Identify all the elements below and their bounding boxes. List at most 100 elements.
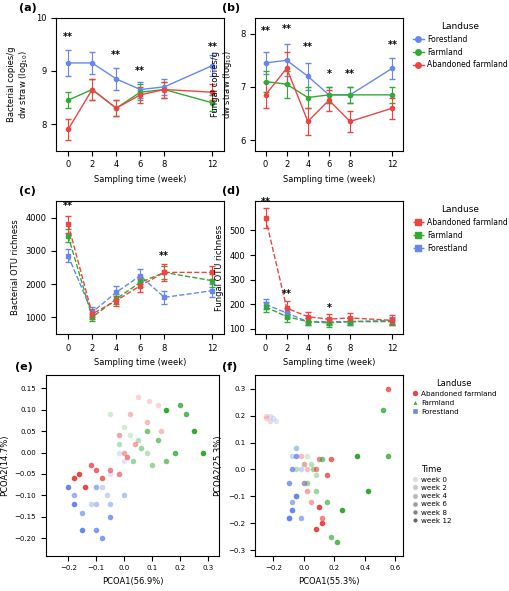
Point: [292, 492, 300, 501]
Point: [308, 465, 317, 474]
Point: [81, 482, 89, 492]
X-axis label: Sampling time (week): Sampling time (week): [94, 358, 186, 367]
Point: [128, 456, 136, 466]
Point: [287, 505, 295, 515]
Point: [318, 513, 326, 522]
Point: [287, 505, 295, 515]
Point: [322, 497, 330, 506]
Text: **: **: [63, 201, 73, 211]
Point: [299, 459, 307, 469]
Point: [337, 505, 345, 515]
X-axis label: Sampling time (week): Sampling time (week): [282, 358, 375, 367]
Text: **: **: [207, 43, 217, 53]
Text: *: *: [326, 303, 331, 313]
Point: [302, 465, 310, 474]
Point: [92, 525, 100, 534]
Point: [198, 448, 206, 457]
Point: [181, 409, 189, 418]
Legend: week 0, week 2, week 4, week 6, week 8, week 12: week 0, week 2, week 4, week 6, week 8, …: [411, 466, 451, 524]
Point: [162, 456, 170, 466]
Text: **: **: [281, 24, 291, 34]
Point: [292, 443, 300, 453]
Text: *: *: [326, 69, 331, 79]
Point: [92, 482, 100, 492]
Point: [284, 513, 292, 522]
Point: [190, 426, 198, 436]
Point: [292, 465, 300, 474]
Text: **: **: [302, 43, 312, 53]
Legend: Forestland, Farmland, Abandoned farmland: Forestland, Farmland, Abandoned farmland: [409, 19, 509, 73]
Point: [322, 470, 330, 479]
Point: [120, 422, 128, 431]
Point: [284, 478, 292, 488]
Point: [106, 465, 114, 475]
Point: [176, 401, 184, 410]
Point: [307, 459, 315, 469]
Point: [352, 452, 360, 461]
Point: [92, 465, 100, 475]
Point: [307, 497, 315, 506]
X-axis label: PCOA1(56.9%): PCOA1(56.9%): [102, 577, 163, 586]
Point: [162, 405, 170, 414]
Point: [156, 426, 164, 436]
Point: [326, 532, 334, 541]
Point: [120, 456, 128, 466]
Point: [312, 524, 320, 533]
Point: [292, 443, 300, 453]
Point: [136, 443, 145, 453]
Text: (d): (d): [222, 186, 240, 196]
X-axis label: Sampling time (week): Sampling time (week): [94, 175, 186, 184]
Point: [120, 491, 128, 500]
Point: [302, 486, 310, 496]
Point: [126, 431, 134, 440]
Text: **: **: [281, 290, 291, 300]
Point: [75, 469, 83, 479]
Point: [302, 452, 310, 461]
Point: [269, 414, 277, 423]
Point: [115, 448, 123, 457]
Point: [106, 469, 114, 479]
Text: (c): (c): [19, 186, 36, 196]
Point: [315, 502, 323, 512]
Point: [299, 459, 307, 469]
Point: [383, 384, 391, 394]
Point: [98, 473, 106, 483]
Point: [106, 499, 114, 509]
Point: [315, 454, 323, 463]
Point: [302, 478, 310, 488]
Point: [87, 461, 95, 470]
Point: [87, 499, 95, 509]
Y-axis label: Bacterial OTU richness: Bacterial OTU richness: [11, 219, 20, 316]
Point: [134, 392, 142, 401]
Text: **: **: [260, 27, 270, 37]
Point: [378, 405, 386, 415]
Point: [92, 499, 100, 509]
Point: [153, 435, 161, 444]
Point: [299, 478, 307, 488]
Text: **: **: [111, 50, 121, 60]
Point: [123, 452, 131, 462]
Text: **: **: [386, 40, 397, 50]
Point: [312, 486, 320, 496]
Point: [142, 448, 150, 457]
Point: [296, 465, 304, 474]
Point: [70, 473, 78, 483]
Point: [318, 454, 326, 463]
Point: [261, 411, 269, 420]
Point: [363, 486, 371, 496]
Point: [115, 439, 123, 449]
Point: [318, 518, 326, 528]
Text: **: **: [260, 197, 270, 207]
Point: [287, 497, 295, 506]
Y-axis label: Fungal copies/g
dw straw (log$_{10}$): Fungal copies/g dw straw (log$_{10}$): [210, 50, 234, 119]
Point: [70, 491, 78, 500]
Point: [98, 482, 106, 492]
Point: [145, 397, 153, 406]
Point: [153, 401, 161, 410]
Point: [106, 409, 114, 418]
Point: [98, 534, 106, 543]
Text: (e): (e): [15, 362, 33, 372]
Point: [332, 537, 341, 547]
Y-axis label: Fungal OTU richness: Fungal OTU richness: [214, 225, 223, 310]
Point: [287, 465, 295, 474]
